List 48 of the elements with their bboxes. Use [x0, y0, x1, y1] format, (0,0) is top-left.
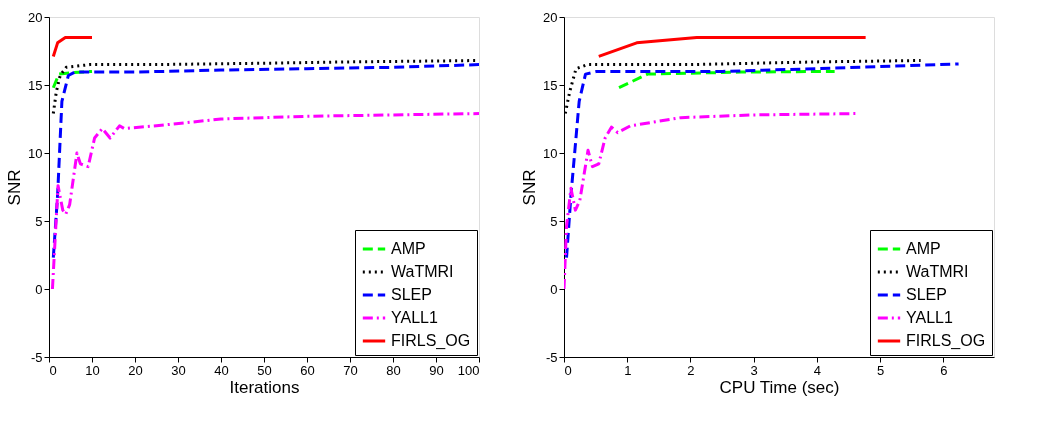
y-tick-label: 5: [550, 213, 558, 229]
line-series: [617, 69, 837, 90]
x-tick-label: 5: [877, 362, 885, 378]
x-tick-label: 40: [214, 362, 229, 378]
y-tick-label: -5: [545, 349, 558, 365]
legend-label: YALL1: [906, 309, 953, 326]
x-tick-label: 80: [386, 362, 401, 378]
y-tick-label: 0: [550, 281, 558, 297]
x-tick-label: 1: [624, 362, 632, 378]
x-tick-label: 100: [457, 362, 480, 378]
legend-label: FIRLS_OG: [906, 332, 986, 350]
x-tick-label: 2: [687, 362, 695, 378]
legend-label: SLEP: [391, 286, 432, 303]
x-tick-label: 50: [257, 362, 272, 378]
y-tick-label: 20: [543, 9, 558, 25]
y-tick-label: 10: [543, 145, 558, 161]
x-tick-label: 10: [85, 362, 100, 378]
x-tick-label: 0: [564, 362, 572, 378]
legend-label: WaTMRI: [391, 263, 454, 280]
x-tick-label: 20: [128, 362, 143, 378]
legend-label: YALL1: [391, 309, 438, 326]
y-tick-label: 15: [28, 77, 43, 93]
legend-label: AMP: [391, 240, 426, 257]
y-axis-title: SNR: [520, 169, 540, 206]
x-tick-label: 90: [429, 362, 444, 378]
y-tick-label: 0: [35, 281, 43, 297]
x-tick-label: 6: [940, 362, 948, 378]
line-series: [51, 63, 479, 260]
y-tick-label: 20: [28, 9, 43, 25]
line-series: [565, 62, 961, 260]
x-tick-label: 70: [343, 362, 358, 378]
y-tick-label: 10: [28, 145, 43, 161]
x-tick-label: 4: [813, 362, 822, 378]
legend-label: SLEP: [906, 286, 947, 303]
legend-label: AMP: [906, 240, 941, 257]
y-axis-title: SNR: [5, 169, 25, 206]
x-tick-label: 30: [171, 362, 186, 378]
x-axis-title: CPU Time (sec): [719, 377, 840, 397]
y-tick-label: 5: [35, 213, 43, 229]
y-tick-label: 15: [543, 77, 558, 93]
x-tick-label: 3: [750, 362, 758, 378]
y-tick-label: -5: [30, 349, 43, 365]
line-series: [51, 69, 94, 90]
legend-label: WaTMRI: [906, 263, 969, 280]
x-axis-title: Iterations: [229, 377, 300, 397]
legend-label: FIRLS_OG: [391, 332, 471, 350]
x-tick-label: 0: [49, 362, 57, 378]
x-tick-label: 60: [300, 362, 315, 378]
